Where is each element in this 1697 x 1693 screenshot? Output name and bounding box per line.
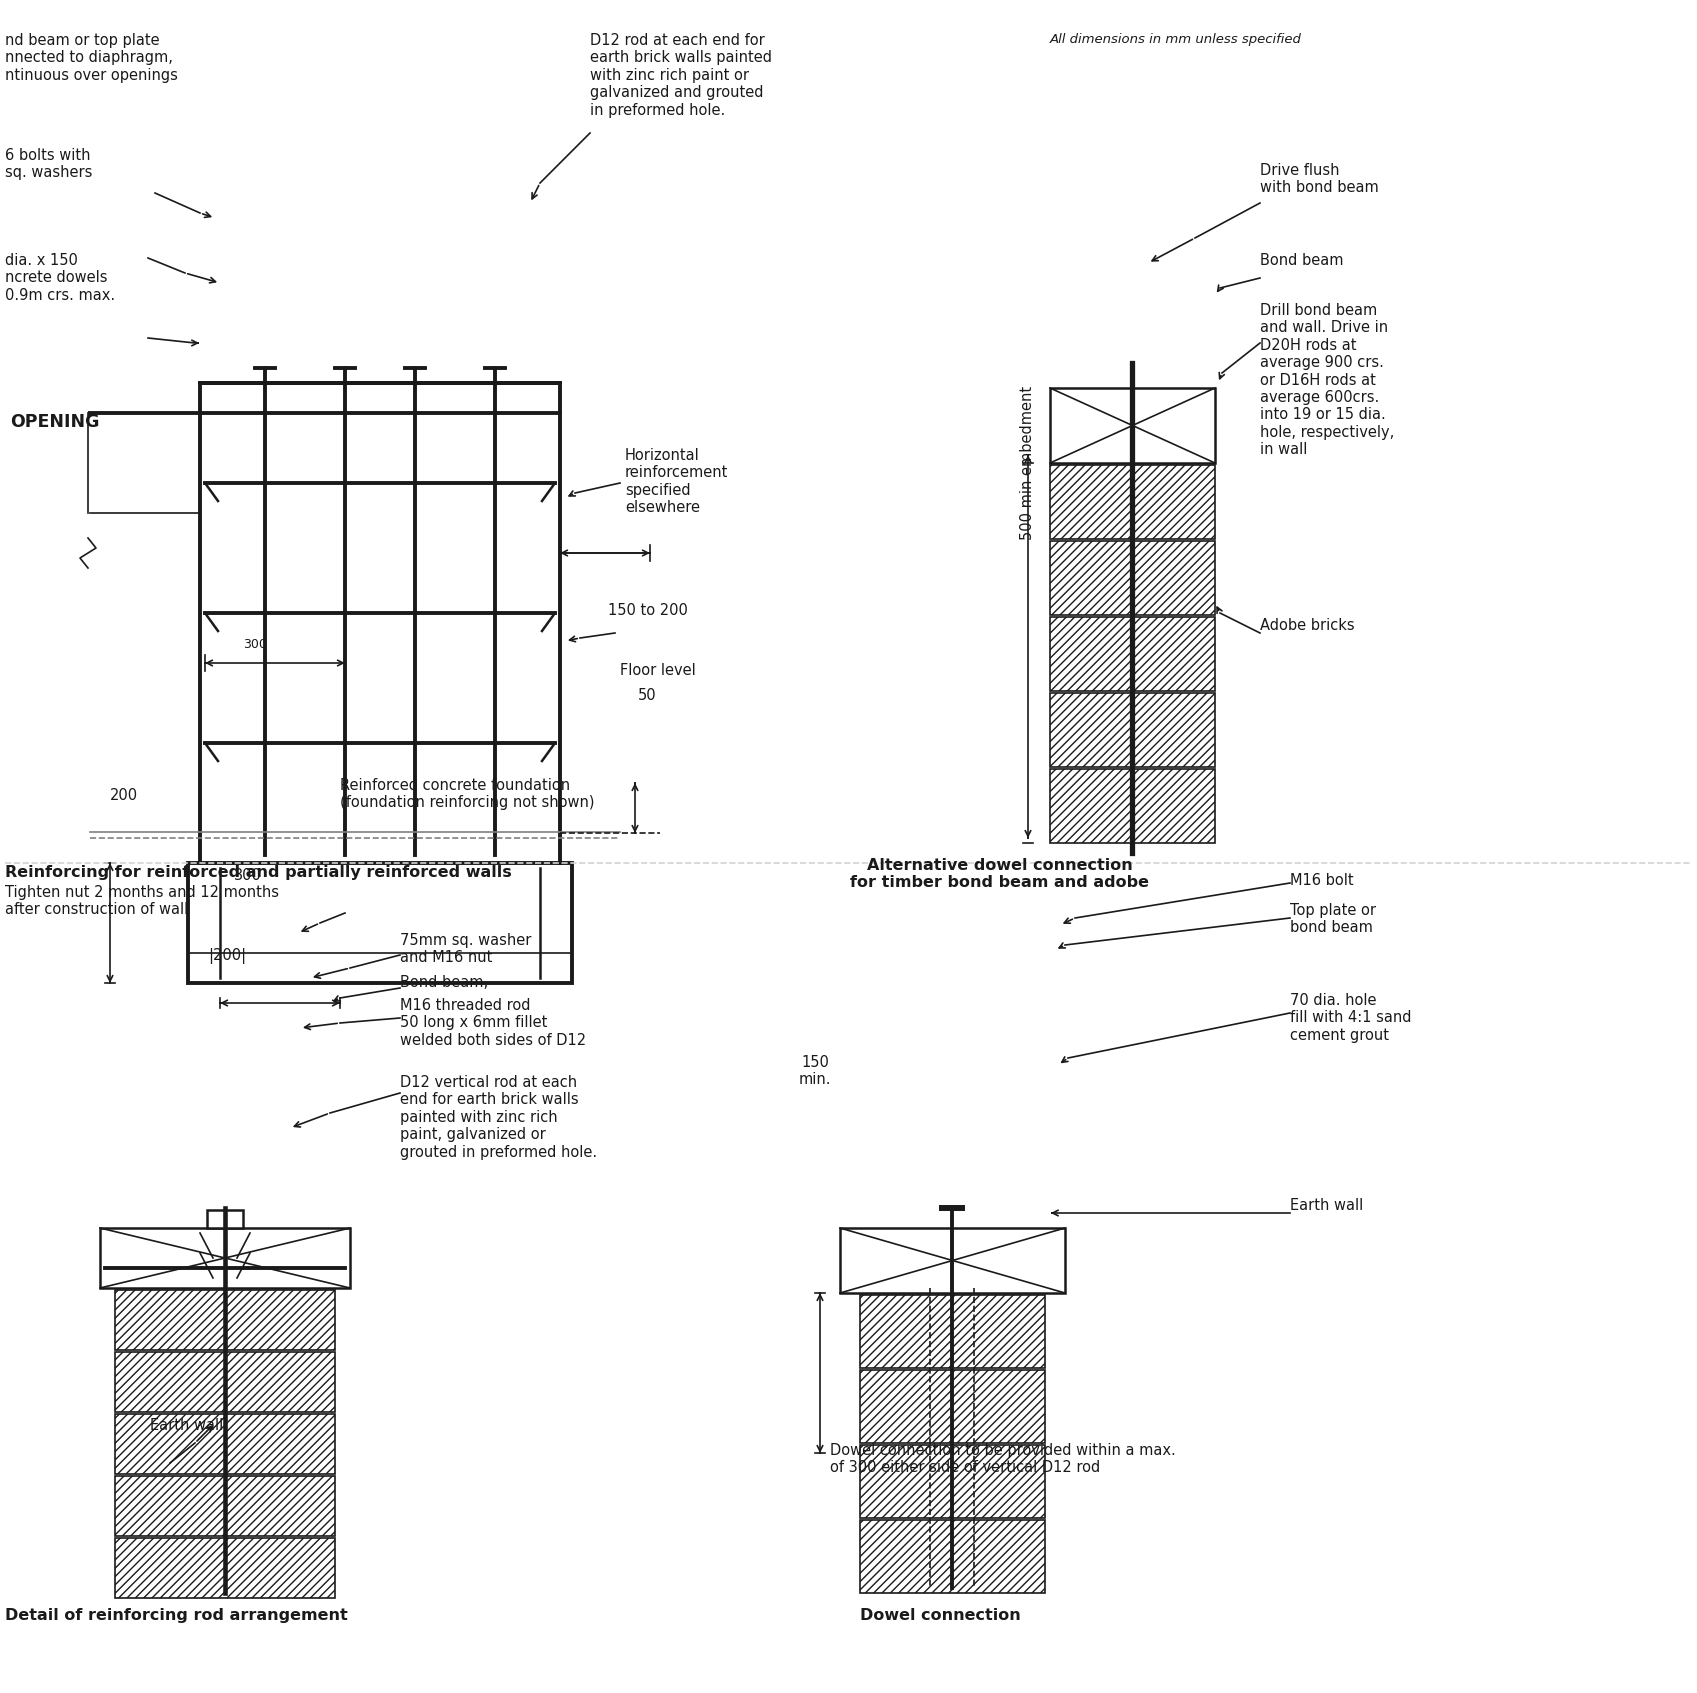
Bar xyxy=(1050,388,1215,462)
Text: dia. x 150
ncrete dowels
0.9m crs. max.: dia. x 150 ncrete dowels 0.9m crs. max. xyxy=(5,252,115,303)
Text: Top plate or
bond beam: Top plate or bond beam xyxy=(1290,902,1376,936)
Text: 70 dia. hole
fill with 4:1 sand
cement grout: 70 dia. hole fill with 4:1 sand cement g… xyxy=(1290,994,1412,1043)
Text: Earth wall: Earth wall xyxy=(1290,1199,1363,1212)
Text: Bond beam: Bond beam xyxy=(1259,252,1344,267)
Text: Horizontal
reinforcement
specified
elsewhere: Horizontal reinforcement specified elsew… xyxy=(624,449,728,515)
Text: 300: 300 xyxy=(234,869,261,884)
Text: Dowel connection to be provided within a max.
of 300 either side of vertical D12: Dowel connection to be provided within a… xyxy=(830,1442,1176,1475)
Text: Drill bond beam
and wall. Drive in
D20H rods at
average 900 crs.
or D16H rods at: Drill bond beam and wall. Drive in D20H … xyxy=(1259,303,1395,457)
Bar xyxy=(115,1290,334,1349)
Text: M16 threaded rod
50 long x 6mm fillet
welded both sides of D12: M16 threaded rod 50 long x 6mm fillet we… xyxy=(400,997,585,1048)
Text: Bond beam,: Bond beam, xyxy=(400,975,489,990)
Bar xyxy=(115,1353,334,1412)
Text: 75mm sq. washer
and M16 nut: 75mm sq. washer and M16 nut xyxy=(400,933,531,965)
Text: Earth wall: Earth wall xyxy=(149,1419,224,1432)
Text: 6 bolts with
sq. washers: 6 bolts with sq. washers xyxy=(5,147,92,181)
Text: Dowel connection: Dowel connection xyxy=(860,1608,1022,1624)
Bar xyxy=(115,1414,334,1475)
Bar xyxy=(188,863,572,984)
Text: |200|: |200| xyxy=(209,948,246,963)
Text: Detail of reinforcing rod arrangement: Detail of reinforcing rod arrangement xyxy=(5,1608,348,1624)
Text: nd beam or top plate
nnected to diaphragm,
ntinuous over openings: nd beam or top plate nnected to diaphrag… xyxy=(5,32,178,83)
Text: M16 bolt: M16 bolt xyxy=(1290,874,1354,889)
Bar xyxy=(840,1227,1066,1293)
Text: 200: 200 xyxy=(110,787,137,802)
Bar xyxy=(860,1446,1045,1519)
Bar xyxy=(1050,692,1215,767)
Text: 150 to 200: 150 to 200 xyxy=(608,603,687,618)
Bar xyxy=(207,1210,243,1227)
Bar xyxy=(200,383,560,413)
Bar xyxy=(1050,466,1215,538)
Text: Reinforcing for reinforced and partially reinforced walls: Reinforcing for reinforced and partially… xyxy=(5,865,512,880)
Bar xyxy=(115,1476,334,1536)
Text: 50: 50 xyxy=(638,687,657,703)
Bar xyxy=(1050,542,1215,615)
Text: 500 min embedment: 500 min embedment xyxy=(1020,386,1035,540)
Text: 300: 300 xyxy=(243,638,266,652)
Text: Reinforced concrete foundation
(foundation reinforcing not shown): Reinforced concrete foundation (foundati… xyxy=(339,779,594,811)
Bar xyxy=(1050,616,1215,691)
Text: D12 rod at each end for
earth brick walls painted
with zinc rich paint or
galvan: D12 rod at each end for earth brick wall… xyxy=(591,32,772,117)
Bar xyxy=(100,1227,350,1288)
Text: All dimensions in mm unless specified: All dimensions in mm unless specified xyxy=(1050,32,1302,46)
Text: Tighten nut 2 months and 12 months
after construction of wall: Tighten nut 2 months and 12 months after… xyxy=(5,885,278,918)
Text: Alternative dowel connection
for timber bond beam and adobe: Alternative dowel connection for timber … xyxy=(850,858,1149,891)
Bar xyxy=(115,1537,334,1598)
Text: Floor level: Floor level xyxy=(619,664,696,677)
Text: 150
min.: 150 min. xyxy=(799,1055,832,1087)
Bar xyxy=(860,1295,1045,1368)
Bar xyxy=(860,1370,1045,1442)
Text: Drive flush
with bond beam: Drive flush with bond beam xyxy=(1259,163,1378,195)
Bar xyxy=(1050,769,1215,843)
Bar xyxy=(860,1520,1045,1593)
Text: OPENING: OPENING xyxy=(10,413,100,432)
Text: D12 vertical rod at each
end for earth brick walls
painted with zinc rich
paint,: D12 vertical rod at each end for earth b… xyxy=(400,1075,597,1160)
Text: Adobe bricks: Adobe bricks xyxy=(1259,618,1354,633)
